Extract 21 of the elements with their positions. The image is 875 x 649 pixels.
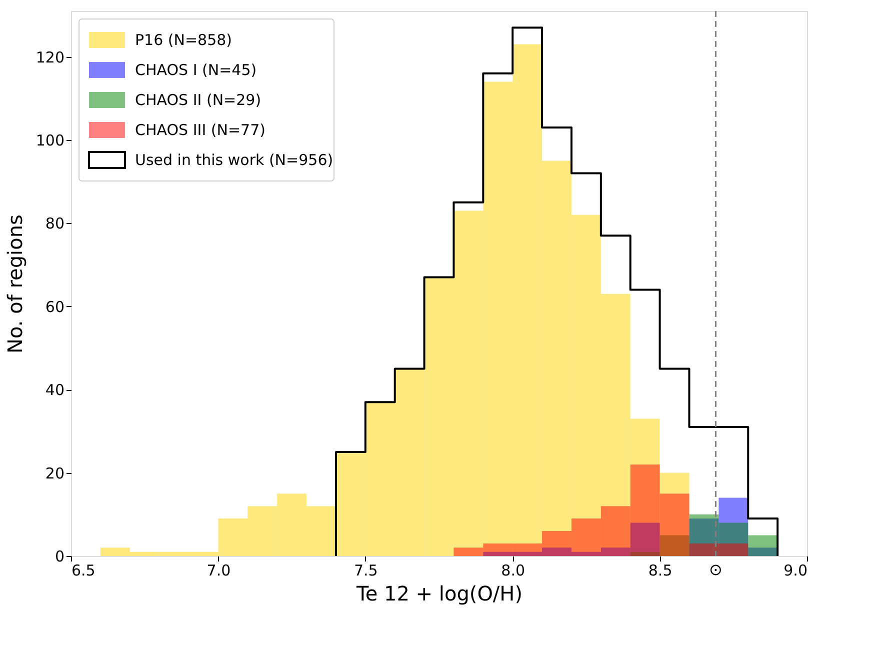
y-tick-label: 80 <box>45 214 64 233</box>
legend-label: Used in this work (N=956) <box>135 151 334 169</box>
y-tick-label: 60 <box>45 298 64 316</box>
x-axis-title: Te 12 + log(O/H) <box>355 582 523 606</box>
ref-line-label: ⊙ <box>709 560 722 579</box>
x-tick-label: 6.5 <box>72 562 96 580</box>
y-tick-label: 0 <box>54 548 64 566</box>
legend-label: CHAOS III (N=77) <box>135 121 266 139</box>
y-tick-label: 100 <box>36 131 64 150</box>
x-tick-label: 7.0 <box>206 562 231 580</box>
x-tick-label: 7.5 <box>354 562 378 580</box>
x-tick-label: 8.5 <box>648 562 672 580</box>
x-tick-label: 9.0 <box>784 562 808 580</box>
legend-label: P16 (N=858) <box>135 31 232 49</box>
x-tick-label: 8.0 <box>501 562 526 580</box>
y-tick-label: 120 <box>36 48 64 66</box>
y-tick-label: 40 <box>45 381 64 400</box>
y-tick-label: 20 <box>45 464 64 482</box>
legend-label: CHAOS II (N=29) <box>135 91 262 109</box>
legend-label: CHAOS I (N=45) <box>135 61 257 79</box>
y-axis-title: No. of regions <box>2 214 27 354</box>
